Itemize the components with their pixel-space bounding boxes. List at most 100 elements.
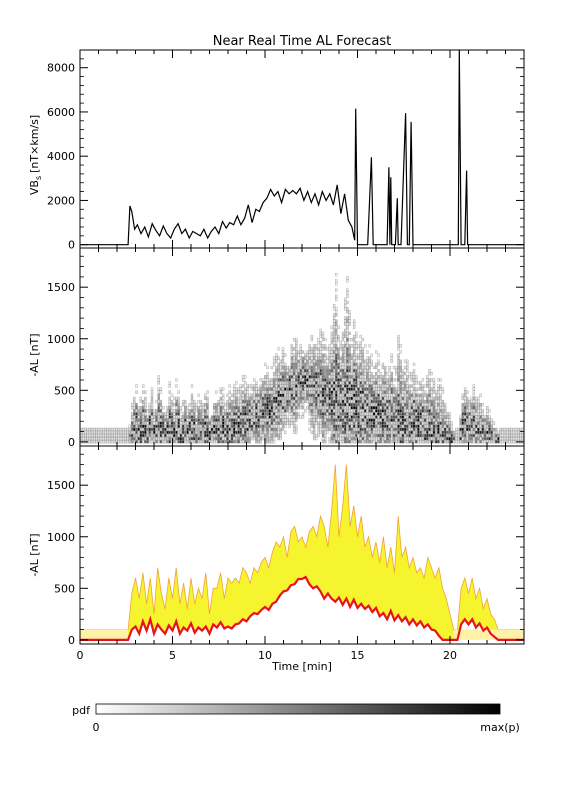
pdf-cell	[386, 393, 389, 397]
pdf-cell	[401, 378, 405, 382]
pdf-cell	[288, 403, 291, 407]
pdf-cell	[321, 344, 325, 348]
colorbar-label: pdf	[72, 704, 91, 717]
pdf-cell	[406, 390, 409, 394]
pdf-cell	[357, 381, 360, 385]
pdf-cell	[350, 437, 353, 441]
pdf-cell	[370, 415, 373, 419]
pdf-cell	[412, 406, 416, 410]
pdf-cell	[197, 437, 200, 441]
pdf-cell	[417, 396, 420, 400]
pdf-cell	[461, 403, 464, 407]
pdf-cell	[204, 412, 207, 416]
pdf-cell	[201, 403, 205, 407]
pdf-cell	[195, 421, 198, 425]
pdf-cell	[142, 427, 145, 431]
pdf-cell	[257, 390, 260, 394]
pdf-cell	[386, 421, 389, 425]
pdf-cell	[366, 393, 369, 397]
pdf-cell	[199, 403, 203, 407]
bottom-x-ticks: 0 5 10 15 20	[77, 446, 525, 662]
pdf-cell	[288, 390, 291, 394]
pdf-cell	[97, 437, 100, 441]
pdf-cell	[268, 437, 271, 441]
pdf-cell	[161, 433, 165, 438]
pdf-cell	[406, 403, 409, 407]
pdf-cell	[284, 353, 287, 357]
pdf-cell	[292, 406, 296, 410]
pdf-cell	[312, 406, 316, 410]
pdf-cell	[261, 409, 265, 413]
pdf-cell	[277, 393, 280, 397]
pdf-cell	[397, 393, 400, 397]
pdf-cell	[415, 403, 418, 407]
pdf-cell	[372, 375, 376, 379]
pdf-cell	[432, 412, 436, 416]
pdf-cell	[297, 372, 300, 376]
pdf-cell	[312, 372, 316, 376]
pdf-cell	[230, 403, 234, 407]
pdf-cell	[432, 381, 436, 385]
pdf-cell	[135, 409, 138, 413]
pdf-cell	[272, 403, 276, 407]
pdf-cell	[272, 384, 276, 388]
pdf-cell	[264, 399, 267, 404]
pdf-cell	[335, 381, 338, 385]
pdf-cell	[350, 427, 353, 431]
pdf-cell	[388, 378, 391, 382]
pdf-cell	[244, 415, 247, 419]
pdf-cell	[268, 403, 271, 407]
pdf-cell	[177, 421, 180, 425]
pdf-cell	[359, 403, 362, 407]
pdf-cell	[352, 362, 356, 366]
pdf-cell	[337, 325, 340, 329]
pdf-cell	[339, 347, 342, 351]
pdf-cell	[308, 375, 311, 379]
pdf-cell	[339, 344, 342, 348]
pdf-cell	[470, 433, 473, 438]
pdf-cell	[390, 393, 393, 397]
pdf-cell	[241, 412, 245, 416]
pdf-cell	[321, 362, 325, 366]
pdf-cell	[155, 440, 158, 444]
pdf-cell	[463, 437, 467, 441]
pdf-cell	[344, 418, 347, 422]
pdf-cell	[341, 338, 345, 342]
pdf-cell	[344, 353, 347, 357]
pdf-cell	[228, 406, 231, 410]
pdf-cell	[441, 409, 445, 413]
pdf-cell	[284, 406, 287, 410]
pdf-cell	[308, 409, 311, 413]
pdf-cell	[257, 421, 260, 425]
pdf-cell	[233, 406, 236, 410]
pdf-cell	[448, 421, 451, 425]
pdf-cell	[486, 418, 489, 422]
pdf-cell	[361, 356, 365, 360]
pdf-cell	[239, 427, 242, 431]
pdf-cell	[339, 372, 342, 376]
pdf-cell	[439, 396, 442, 400]
pdf-cell	[337, 399, 340, 404]
pdf-cell	[450, 421, 453, 425]
pdf-cell	[341, 369, 345, 373]
pdf-cell	[346, 276, 349, 280]
pdf-cell	[317, 415, 320, 419]
pdf-cell	[308, 362, 311, 366]
pdf-cell	[372, 430, 376, 434]
pdf-cell	[290, 353, 294, 357]
pdf-cell	[477, 421, 480, 425]
pdf-cell	[332, 362, 336, 366]
pdf-cell	[383, 365, 387, 370]
pdf-cell	[168, 433, 171, 438]
pdf-cell	[397, 356, 400, 360]
pdf-cell	[375, 399, 378, 404]
pdf-cell	[306, 399, 309, 404]
pdf-cell	[319, 341, 322, 345]
pdf-cell	[157, 418, 160, 422]
pdf-cell	[157, 403, 160, 407]
pdf-cell	[310, 359, 314, 363]
pdf-cell	[463, 427, 467, 431]
pdf-cell	[435, 403, 438, 407]
pdf-cell	[357, 409, 360, 413]
pdf-cell	[332, 341, 336, 345]
